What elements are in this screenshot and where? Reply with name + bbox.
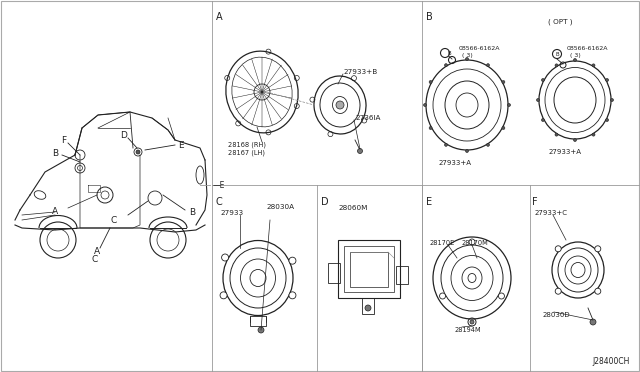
Circle shape [221,254,228,261]
Bar [344,246,394,292]
Text: E: E [426,197,432,207]
Circle shape [258,327,264,333]
Text: 2736lA: 2736lA [355,115,381,121]
Text: F: F [61,135,67,144]
Text: B: B [447,51,451,55]
Text: ( 3): ( 3) [570,52,580,58]
Text: 28030A: 28030A [266,204,294,210]
Circle shape [465,58,468,61]
Circle shape [486,64,490,67]
Bar [350,252,388,287]
Text: 28168 (RH): 28168 (RH) [228,142,266,148]
Circle shape [440,293,445,299]
Circle shape [429,126,432,129]
Circle shape [465,150,468,153]
Text: B: B [189,208,195,217]
Text: 08566-6162A: 08566-6162A [567,45,609,51]
Circle shape [556,288,561,294]
Circle shape [573,138,577,141]
Circle shape [536,99,540,102]
Text: 28170E: 28170E [430,240,455,246]
Circle shape [289,292,296,299]
Text: ( OPT ): ( OPT ) [548,19,573,25]
Text: E: E [178,141,184,150]
Bar [362,298,374,314]
Circle shape [592,133,595,136]
Text: 27933+B: 27933+B [343,69,377,75]
Circle shape [499,293,504,299]
Circle shape [486,143,490,146]
Circle shape [611,99,614,102]
Circle shape [595,246,601,252]
Text: A: A [94,247,100,257]
Circle shape [220,292,227,299]
Circle shape [556,246,561,252]
Text: 28170M: 28170M [462,240,489,246]
Text: 28030D: 28030D [543,312,571,318]
Circle shape [289,257,296,264]
Circle shape [541,119,545,122]
Text: —E: —E [213,180,225,189]
Circle shape [136,150,140,154]
Text: ( 3): ( 3) [462,52,473,58]
Text: 28167 (LH): 28167 (LH) [228,150,265,156]
Bar [328,263,340,283]
Text: 27933+A: 27933+A [548,149,582,155]
Circle shape [541,78,545,81]
Circle shape [336,101,344,109]
Circle shape [469,239,475,245]
Text: F: F [532,197,538,207]
Circle shape [445,143,447,146]
Bar [338,240,400,298]
Text: C: C [111,215,117,224]
Circle shape [502,80,505,83]
Circle shape [605,78,609,81]
Text: A: A [52,206,58,215]
Text: 27933+C: 27933+C [535,210,568,216]
Circle shape [365,305,371,311]
Text: 08566-6162A: 08566-6162A [459,45,500,51]
Circle shape [429,80,432,83]
Circle shape [552,49,561,58]
Circle shape [595,288,601,294]
Text: B: B [52,148,58,157]
Text: B: B [555,51,559,57]
Text: B: B [426,12,433,22]
Circle shape [440,48,449,58]
Circle shape [445,64,447,67]
Bar [250,316,266,326]
Circle shape [555,64,558,67]
Circle shape [605,119,609,122]
Circle shape [592,64,595,67]
Text: 28194M: 28194M [455,327,482,333]
Text: A: A [216,12,223,22]
Text: 27933+A: 27933+A [438,160,472,166]
Circle shape [424,103,426,106]
Text: 28060M: 28060M [338,205,367,211]
Bar [396,266,408,284]
Circle shape [555,133,558,136]
Circle shape [590,319,596,325]
Circle shape [502,126,505,129]
Circle shape [573,58,577,61]
Text: C: C [216,197,223,207]
Text: D: D [120,131,127,140]
Text: 27933: 27933 [220,210,243,216]
Circle shape [508,103,511,106]
Circle shape [358,148,362,154]
Text: C: C [92,256,98,264]
Text: J28400CH: J28400CH [592,357,629,366]
Circle shape [470,320,474,324]
Text: D: D [321,197,328,207]
